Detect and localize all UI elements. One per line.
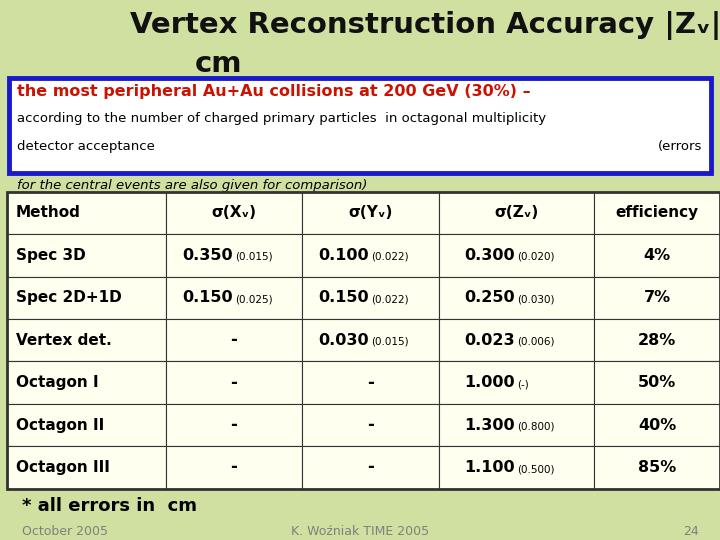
Text: 1.300: 1.300 xyxy=(464,417,516,433)
Bar xyxy=(594,234,720,276)
Bar xyxy=(302,319,439,361)
Bar xyxy=(439,361,594,404)
Bar xyxy=(594,192,720,234)
Bar xyxy=(302,361,439,404)
Text: Vertex Reconstruction Accuracy |Zᵥ| < 10: Vertex Reconstruction Accuracy |Zᵥ| < 10 xyxy=(130,11,720,40)
Text: σ(Zᵥ): σ(Zᵥ) xyxy=(495,205,539,220)
Text: -: - xyxy=(230,458,238,476)
Bar xyxy=(7,192,166,234)
Text: 0.300: 0.300 xyxy=(464,248,516,263)
Bar xyxy=(302,446,439,489)
Bar xyxy=(594,404,720,446)
Text: Spec 3D: Spec 3D xyxy=(16,248,86,263)
Text: (0.015): (0.015) xyxy=(372,337,409,347)
Text: cm: cm xyxy=(194,50,242,78)
Bar xyxy=(439,234,594,276)
Text: Method: Method xyxy=(16,205,81,220)
Text: 0.250: 0.250 xyxy=(464,291,516,305)
Bar xyxy=(166,446,302,489)
Text: (0.022): (0.022) xyxy=(372,252,409,262)
Bar xyxy=(7,234,166,276)
Text: 24: 24 xyxy=(683,525,698,538)
Text: (-): (-) xyxy=(518,379,529,389)
Bar xyxy=(439,276,594,319)
Text: Octagon III: Octagon III xyxy=(16,460,109,475)
Text: Vertex det.: Vertex det. xyxy=(16,333,112,348)
Text: for the central events are also given for comparison): for the central events are also given fo… xyxy=(17,179,368,192)
Bar xyxy=(166,192,302,234)
Text: (0.015): (0.015) xyxy=(235,252,272,262)
Text: according to the number of charged primary particles  in octagonal multiplicity: according to the number of charged prima… xyxy=(17,112,546,125)
Bar xyxy=(7,404,166,446)
Text: σ(Yᵥ): σ(Yᵥ) xyxy=(348,205,393,220)
Bar xyxy=(302,404,439,446)
Text: 1.100: 1.100 xyxy=(464,460,516,475)
Text: 0.100: 0.100 xyxy=(319,248,369,263)
Bar xyxy=(594,361,720,404)
Bar xyxy=(302,192,439,234)
Bar xyxy=(7,446,166,489)
Text: (0.022): (0.022) xyxy=(372,294,409,305)
Text: (0.025): (0.025) xyxy=(235,294,272,305)
Text: -: - xyxy=(367,374,374,391)
Text: Octagon I: Octagon I xyxy=(16,375,99,390)
Bar xyxy=(594,276,720,319)
Bar xyxy=(166,404,302,446)
Bar xyxy=(302,276,439,319)
Bar xyxy=(9,78,711,173)
Text: -: - xyxy=(230,331,238,349)
Text: -: - xyxy=(367,458,374,476)
Bar xyxy=(439,404,594,446)
Bar xyxy=(594,319,720,361)
Bar xyxy=(594,446,720,489)
Text: (0.020): (0.020) xyxy=(518,252,555,262)
Bar xyxy=(166,276,302,319)
Text: 0.350: 0.350 xyxy=(182,248,233,263)
Text: σ(Xᵥ): σ(Xᵥ) xyxy=(212,205,256,220)
Text: October 2005: October 2005 xyxy=(22,525,107,538)
Text: * all errors in  cm: * all errors in cm xyxy=(22,497,197,515)
Bar xyxy=(302,234,439,276)
Text: 1.000: 1.000 xyxy=(464,375,516,390)
Bar xyxy=(439,192,594,234)
Text: detector acceptance: detector acceptance xyxy=(17,140,155,153)
Text: -: - xyxy=(230,374,238,391)
Text: Octagon II: Octagon II xyxy=(16,417,104,433)
Bar xyxy=(166,361,302,404)
Text: 7%: 7% xyxy=(644,291,670,305)
Bar xyxy=(439,446,594,489)
Text: the most peripheral Au+Au collisions at 200 GeV (30%) –: the most peripheral Au+Au collisions at … xyxy=(17,84,531,99)
Text: 50%: 50% xyxy=(638,375,676,390)
Text: (0.800): (0.800) xyxy=(518,422,555,431)
Text: 28%: 28% xyxy=(638,333,676,348)
Text: 85%: 85% xyxy=(638,460,676,475)
Bar xyxy=(166,234,302,276)
Bar xyxy=(439,319,594,361)
Text: efficiency: efficiency xyxy=(616,205,698,220)
Text: (0.500): (0.500) xyxy=(518,464,555,474)
Text: (0.006): (0.006) xyxy=(518,337,555,347)
Text: (0.030): (0.030) xyxy=(518,294,555,305)
Bar xyxy=(7,192,720,489)
Text: 0.023: 0.023 xyxy=(464,333,516,348)
Text: Spec 2D+1D: Spec 2D+1D xyxy=(16,291,122,305)
Text: -: - xyxy=(230,416,238,434)
Bar xyxy=(7,276,166,319)
Text: 0.150: 0.150 xyxy=(319,291,369,305)
Bar xyxy=(166,319,302,361)
Text: 0.150: 0.150 xyxy=(182,291,233,305)
Text: 0.030: 0.030 xyxy=(319,333,369,348)
Text: 4%: 4% xyxy=(644,248,670,263)
Text: 40%: 40% xyxy=(638,417,676,433)
Bar xyxy=(7,361,166,404)
Text: (errors: (errors xyxy=(658,140,703,153)
Text: K. Woźniak TIME 2005: K. Woźniak TIME 2005 xyxy=(291,525,429,538)
Bar xyxy=(7,319,166,361)
Text: -: - xyxy=(367,416,374,434)
